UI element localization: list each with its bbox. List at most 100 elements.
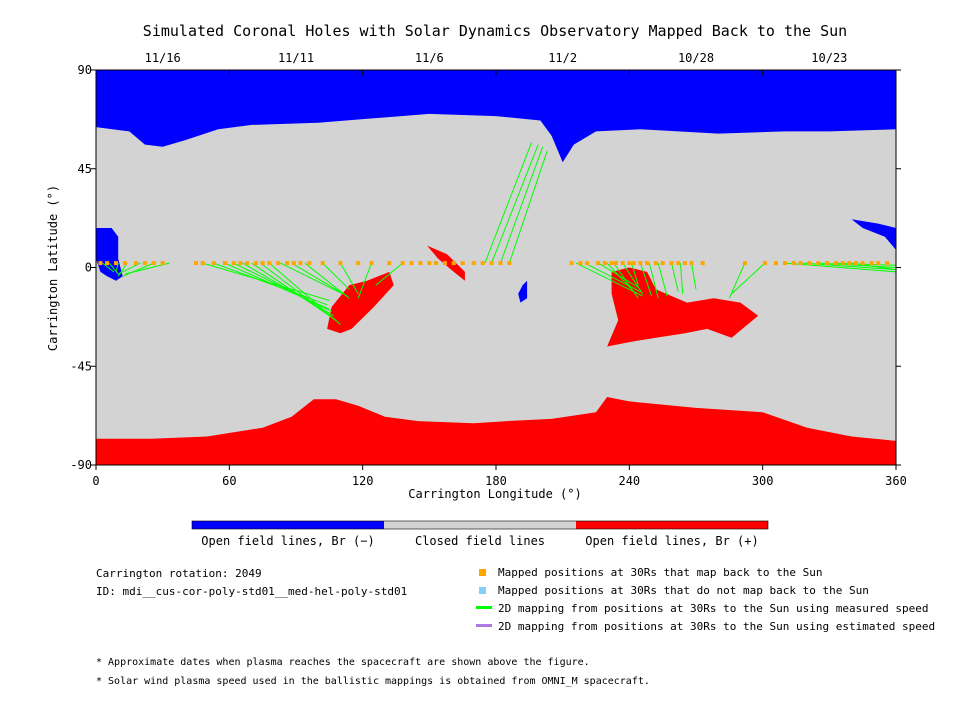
legend-measured: 2D mapping from positions at 30Rs to the… [498,602,929,615]
mapped-point-24 [338,261,343,266]
mapped-point-58 [689,261,694,266]
mapped-point-2 [114,261,118,266]
mapped-point-49 [627,261,632,266]
mapped-point-28 [400,261,405,266]
y-tick-label-4: -90 [70,458,92,472]
top-date-axis: 11/16 11/11 11/6 11/2 10/28 10/23 [145,51,848,65]
mapped-point-50 [631,261,636,266]
mapping-line-12 [251,262,337,321]
mapped-point-22 [307,261,312,266]
mapping-line-45 [851,262,897,271]
legend-mapped: Mapped positions at 30Rs that map back t… [498,566,823,579]
x-tick-label-4: 240 [618,474,640,488]
mapped-point-70 [840,261,845,266]
mapped-point-76 [885,261,890,266]
mapped-point-36 [471,261,476,266]
mapping-line-36 [671,262,679,292]
mapped-point-53 [654,261,658,266]
mapping-line-5 [122,262,154,277]
mapped-point-27 [387,261,392,266]
colorbar-segment-0 [192,521,384,529]
mapped-point-37 [480,261,485,266]
colorbar-frame [191,520,769,530]
mapped-point-43 [585,261,590,266]
x-tick-label-3: 180 [485,474,507,488]
mapping-line-19 [340,262,359,295]
mapped-point-13 [238,261,243,266]
negative-hole-0 [96,228,123,281]
note-omni: * Solar wind plasma speed used in the ba… [96,676,650,687]
positive-hole-2 [607,267,759,347]
mapped-point-swatch [479,569,486,576]
closed-field-region [96,70,896,465]
mapped-point-63 [782,261,787,266]
y-tick-label-3: -45 [70,359,92,373]
legend-unmapped: Mapped positions at 30Rs that do not map… [498,584,869,597]
y-tick-label-1: 45 [78,162,92,176]
mapping-line-41 [784,262,897,273]
mapped-point-56 [676,261,681,266]
mapping-line-25 [508,151,548,264]
model-id: ID: mdi__cus-cor-poly-std01__med-hel-pol… [96,585,408,598]
field-region-layer [96,70,896,465]
mapped-point-52 [645,261,650,266]
mapped-point-40 [507,261,512,266]
mapped-point-54 [660,261,665,266]
date-label-5: 10/23 [811,51,847,65]
mapped-point-45 [602,261,607,266]
mapped-point-46 [609,261,614,266]
y-axis-label: Carrington Latitude (°) [46,185,60,351]
mapping-line-23 [491,144,539,264]
mapped-point-25 [356,261,361,266]
mapped-point-69 [834,261,838,266]
mapped-point-57 [682,261,687,266]
date-label-3: 11/2 [548,51,577,65]
positive-hole-0 [327,271,394,334]
estimated-line-swatch [476,624,492,627]
mapping-line-14 [269,262,341,325]
mapping-line-3 [117,262,128,277]
mapped-point-32 [434,261,438,266]
y-tick-label-2: 0 [85,261,92,275]
mapping-line-26 [575,262,643,297]
mapping-line-40 [731,262,766,295]
measured-line-swatch [476,606,492,609]
mapped-point-44 [596,261,601,266]
mapped-point-31 [427,261,432,266]
mapped-point-38 [489,261,494,266]
mapped-point-19 [285,261,290,266]
mapped-point-30 [418,261,423,266]
field-colorbar [191,520,769,530]
mapped-point-29 [409,261,414,266]
x-tick-label-2: 120 [352,474,374,488]
mapping-line-33 [639,262,653,297]
date-label-4: 10/28 [678,51,714,65]
colorbar-label-2: Open field lines, Br (+) [585,534,758,548]
date-label-1: 11/11 [278,51,314,65]
colorbar-label-0: Open field lines, Br (−) [201,534,374,548]
mapped-point-73 [860,261,865,266]
mapping-line-0 [102,262,115,273]
spacecraft-point-layer [98,261,890,266]
mapped-point-18 [276,261,281,266]
x-tick-label-6: 360 [885,474,907,488]
mapped-point-6 [151,261,156,266]
x-tick-label-0: 0 [92,474,99,488]
mapped-point-16 [260,261,265,266]
x-tick-label-5: 300 [752,474,774,488]
negative-hole-2 [518,280,528,303]
mapped-point-10 [211,261,216,266]
mapping-line-35 [657,262,668,297]
mapping-line-16 [291,262,348,297]
mapped-point-59 [700,261,705,266]
mapped-point-26 [369,261,374,266]
mapped-point-7 [160,261,165,266]
mapped-point-3 [122,261,127,266]
colorbar-segment-1 [384,521,576,529]
mapped-point-12 [231,261,236,266]
chart-title: Simulated Coronal Holes with Solar Dynam… [143,22,847,40]
x-axis-label: Carrington Longitude (°) [408,487,581,501]
mapped-point-0 [98,261,103,266]
mapping-line-13 [260,262,339,323]
mapped-point-35 [460,261,465,266]
